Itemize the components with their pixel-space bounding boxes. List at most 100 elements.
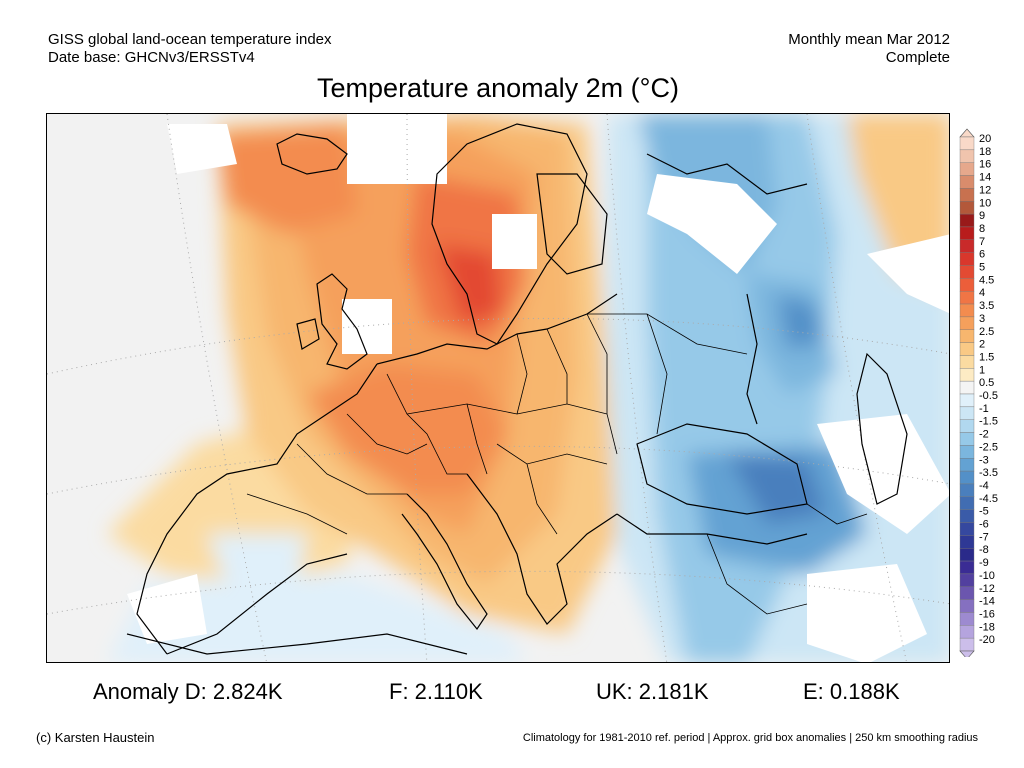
- colorbar-label: -8: [979, 544, 989, 556]
- stat-anomaly-uk: UK: 2.181K: [596, 679, 709, 704]
- colorbar-swatch: [959, 136, 975, 151]
- colorbar-label: 1: [979, 364, 985, 376]
- colorbar-swatch: [959, 355, 975, 369]
- colorbar-label: -5: [979, 506, 989, 518]
- colorbar-swatch: [959, 445, 975, 459]
- colorbar-swatch: [959, 380, 975, 395]
- colorbar-label: 18: [979, 146, 991, 158]
- colorbar-swatch: [959, 458, 975, 472]
- header-left: GISS global land-ocean temperature index…: [48, 31, 332, 67]
- colorbar-label: 5: [979, 262, 985, 274]
- colorbar-label: -2: [979, 429, 989, 441]
- colorbar-swatch: [959, 522, 975, 536]
- stat-anomaly-e: E: 0.188K: [803, 679, 900, 704]
- colorbar-swatch: [959, 612, 975, 626]
- colorbar-swatch: [959, 188, 975, 202]
- colorbar-label: 1.5: [979, 351, 994, 363]
- colorbar-label: -0.5: [979, 390, 998, 402]
- colorbar-label: 4.5: [979, 274, 994, 286]
- colorbar-swatch: [959, 290, 975, 305]
- stat-anomaly-d: Anomaly D: 2.824K: [93, 679, 283, 704]
- colorbar-swatch: [959, 586, 975, 600]
- colorbar-swatch: [959, 393, 975, 408]
- colorbar-swatch: [959, 239, 975, 253]
- colorbar-swatch: [959, 226, 975, 240]
- stat-anomaly-f: F: 2.110K: [389, 679, 483, 704]
- colorbar-swatch: [959, 470, 975, 485]
- colorbar-swatch: [959, 432, 975, 446]
- colorbar-label: -3.5: [979, 467, 998, 479]
- colorbar-swatch: [959, 149, 975, 163]
- colorbar-label: 9: [979, 210, 985, 222]
- colorbar-swatch: [959, 252, 975, 266]
- colorbar-label: -4: [979, 480, 989, 492]
- regional-anomalies: Anomaly D: 2.824K F: 2.110K UK: 2.181K E…: [0, 679, 1024, 707]
- colorbar-swatch: [959, 303, 975, 318]
- colorbar-swatch: [959, 368, 975, 382]
- colorbar-max-arrow: [959, 128, 975, 138]
- anomaly-map: [47, 114, 949, 662]
- colorbar-label: 4: [979, 287, 985, 299]
- colorbar-swatch: [959, 637, 975, 652]
- colorbar-label: -3: [979, 454, 989, 466]
- colorbar-label: 6: [979, 249, 985, 261]
- copyright-label: (c) Karsten Haustein: [36, 730, 155, 745]
- map-title: Temperature anomaly 2m (°C): [317, 73, 679, 103]
- missing-data-cells: [127, 114, 949, 662]
- colorbar-swatch: [959, 265, 975, 279]
- colorbar-label: -18: [979, 621, 995, 633]
- period-label: Monthly mean Mar 2012: [788, 31, 950, 48]
- colorbar-swatch: [959, 162, 975, 176]
- colorbar-label: 3: [979, 313, 985, 325]
- colorbar-label: -12: [979, 583, 995, 595]
- colorbar-label: -7: [979, 531, 989, 543]
- colorbar-swatch: [959, 278, 975, 292]
- colorbar-swatch: [959, 406, 975, 420]
- colorbar-swatch: [959, 483, 975, 498]
- colorbar-swatch: [959, 175, 975, 189]
- colorbar-label: 20: [979, 133, 991, 145]
- colorbar-swatch: [959, 573, 975, 587]
- colorbar-swatch: [959, 419, 975, 433]
- colorbar-swatch: [959, 599, 975, 613]
- colorbar-label: -4.5: [979, 493, 998, 505]
- colorbar-label: 8: [979, 223, 985, 235]
- colorbar-swatch: [959, 329, 975, 343]
- colorbar-label: 2.5: [979, 326, 994, 338]
- colorbar-swatch: [959, 535, 975, 549]
- colorbar-label: 12: [979, 184, 991, 196]
- colorbar-swatch: [959, 316, 975, 330]
- colorbar-label: 0.5: [979, 377, 994, 389]
- method-note: Climatology for 1981-2010 ref. period | …: [522, 732, 978, 744]
- colorbar-swatch: [959, 560, 975, 575]
- colorbar-swatch: [959, 509, 975, 523]
- colorbar-label: -9: [979, 557, 989, 569]
- colorbar-swatch: [959, 548, 975, 562]
- colorbar-label: -1: [979, 403, 989, 415]
- colorbar-swatch: [959, 201, 975, 215]
- colorbar-label: -6: [979, 519, 989, 531]
- colorbar-swatch: [959, 342, 975, 356]
- colorbar-legend: 201816141210987654.543.532.521.510.5-0.5…: [959, 128, 998, 657]
- colorbar-label: -2.5: [979, 441, 998, 453]
- map-panel: [46, 113, 950, 663]
- graticule: [47, 114, 949, 662]
- colorbar-swatch: [959, 625, 975, 639]
- colorbar-label: 16: [979, 159, 991, 171]
- colorbar-label: 7: [979, 236, 985, 248]
- colorbar-label: -10: [979, 570, 995, 582]
- colorbar-label: 3.5: [979, 300, 994, 312]
- dataset-title: GISS global land-ocean temperature index: [48, 31, 332, 48]
- colorbar-swatch: [959, 496, 975, 510]
- colorbar-swatch: [959, 213, 975, 228]
- colorbar-label: -20: [979, 634, 995, 646]
- colorbar-label: -14: [979, 596, 995, 608]
- colorbar-label: -1.5: [979, 416, 998, 428]
- country-borders: [246, 313, 868, 615]
- colorbar-label: 2: [979, 339, 985, 351]
- colorbar-label: -16: [979, 608, 995, 620]
- colorbar-label: 14: [979, 172, 991, 184]
- header-right: Monthly mean Mar 2012 Complete: [788, 31, 950, 67]
- database-label: Date base: GHCNv3/ERSSTv4: [48, 49, 255, 66]
- completeness-label: Complete: [885, 49, 950, 66]
